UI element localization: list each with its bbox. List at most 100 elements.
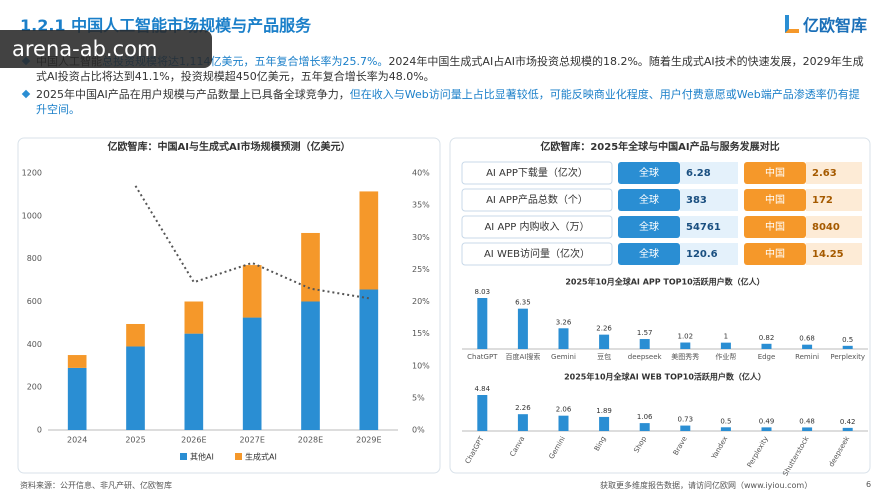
page-number: 6 bbox=[866, 480, 872, 489]
bar bbox=[842, 427, 853, 431]
global-value-box bbox=[680, 189, 738, 211]
x-tick-label: 2029E bbox=[356, 436, 381, 445]
global-value-box bbox=[680, 162, 738, 184]
y2-tick-label: 30% bbox=[412, 233, 430, 242]
y2-tick-label: 15% bbox=[412, 329, 430, 338]
global-value-box bbox=[680, 216, 738, 238]
y2-tick-label: 20% bbox=[412, 297, 430, 306]
global-value: 383 bbox=[686, 195, 707, 206]
x-tick-label: Gemini bbox=[548, 435, 567, 461]
row-label: AI WEB访问量（亿次） bbox=[484, 247, 590, 260]
chart-title: 2025年10月全球AI APP TOP10活跃用户数（亿人） bbox=[565, 277, 764, 287]
bar bbox=[599, 416, 610, 431]
panel bbox=[17, 137, 441, 474]
bar bbox=[842, 345, 853, 349]
value-label: 3.26 bbox=[556, 318, 572, 326]
bar bbox=[639, 339, 650, 349]
x-tick-label: 2026E bbox=[181, 436, 206, 445]
china-value-box bbox=[806, 189, 862, 211]
bar bbox=[558, 328, 569, 349]
x-tick-label: 豆包 bbox=[597, 352, 611, 361]
x-tick-label: Brave bbox=[672, 435, 689, 457]
global-value: 6.28 bbox=[686, 168, 711, 179]
row-label-box bbox=[461, 161, 613, 185]
china-value: 14.25 bbox=[812, 249, 844, 260]
china-tag bbox=[744, 162, 806, 184]
bar bbox=[477, 395, 488, 431]
x-tick-label: 2027E bbox=[239, 436, 264, 445]
x-tick-label: Edge bbox=[758, 353, 776, 361]
logo: 亿欧智库 bbox=[784, 12, 867, 36]
x-tick-label: Yandex bbox=[710, 435, 730, 461]
value-label: 0.82 bbox=[759, 334, 775, 342]
x-tick-label: Bing bbox=[593, 435, 608, 453]
value-label: 1.02 bbox=[678, 333, 694, 341]
y2-tick-label: 35% bbox=[412, 201, 430, 210]
x-tick-label: deepseek bbox=[827, 434, 851, 468]
y-tick-label: 800 bbox=[27, 254, 42, 263]
bar bbox=[126, 346, 145, 430]
value-label: 0.68 bbox=[799, 335, 815, 343]
global-value: 120.6 bbox=[686, 249, 718, 260]
value-label: 8.03 bbox=[475, 288, 491, 296]
bullet-text: 2024年中国生成式AI占AI市场投资总规模的18.2%。随着生成式AI技术的快… bbox=[36, 55, 864, 83]
china-tag-label: 中国 bbox=[765, 220, 785, 233]
logo-text: 亿欧智库 bbox=[802, 16, 867, 35]
panel bbox=[449, 137, 871, 474]
y-tick-label: 400 bbox=[27, 340, 42, 349]
value-label: 0.48 bbox=[799, 417, 815, 425]
bar bbox=[761, 343, 772, 349]
x-tick-label: Perplexity bbox=[746, 435, 770, 469]
logo-icon bbox=[784, 15, 799, 33]
bar bbox=[802, 344, 813, 349]
y2-tick-label: 10% bbox=[412, 361, 430, 370]
bar bbox=[477, 298, 488, 349]
x-tick-label: 百度AI搜索 bbox=[505, 352, 540, 361]
x-tick-label: Gemini bbox=[551, 353, 576, 361]
value-label: 2.26 bbox=[596, 325, 612, 333]
y-tick-label: 600 bbox=[27, 297, 42, 306]
x-tick-label: deepseek bbox=[628, 353, 663, 361]
bar bbox=[301, 232, 320, 302]
bar bbox=[639, 423, 650, 431]
x-tick-label: Shop bbox=[632, 435, 648, 455]
bar bbox=[359, 289, 379, 430]
value-label: 2.06 bbox=[556, 406, 572, 414]
china-tag bbox=[744, 216, 806, 238]
value-label: 1.06 bbox=[637, 413, 653, 421]
row-label: AI APP 内购收入（万） bbox=[484, 220, 589, 233]
global-tag bbox=[618, 162, 680, 184]
legend-label: 其他AI bbox=[190, 452, 214, 462]
row-label: AI APP下载量（亿次） bbox=[486, 166, 588, 179]
china-tag-label: 中国 bbox=[765, 247, 785, 260]
value-label: 0.42 bbox=[840, 418, 856, 426]
bar bbox=[802, 427, 813, 431]
china-tag-label: 中国 bbox=[765, 166, 785, 179]
row-label: AI APP产品总数（个） bbox=[486, 193, 588, 206]
charts: 亿欧智库：中国AI与生成式AI市场规模预测（亿美元） 0 200 400 600 800 1… bbox=[17, 137, 871, 478]
value-label: 1.57 bbox=[637, 329, 653, 337]
bullet-text: 2025年中国AI产品在用户规模与产品数量上已具备全球竞争力， bbox=[36, 88, 350, 101]
x-tick-label: 2028E bbox=[298, 436, 323, 445]
value-label: 0.73 bbox=[678, 416, 694, 424]
bar bbox=[720, 427, 731, 431]
bar bbox=[680, 342, 691, 349]
bar bbox=[761, 427, 772, 431]
china-value: 172 bbox=[812, 195, 833, 206]
x-tick-label: ChatGPT bbox=[467, 353, 498, 361]
row-label-box bbox=[461, 215, 613, 239]
china-value-box bbox=[806, 162, 862, 184]
value-label: 1.89 bbox=[596, 407, 612, 415]
chart-title: 2025年10月全球AI WEB TOP10活跃用户数（亿人） bbox=[564, 372, 766, 382]
x-tick-label: Perplexity bbox=[830, 353, 865, 361]
global-tag bbox=[618, 243, 680, 265]
global-tag-label: 全球 bbox=[639, 220, 659, 233]
x-tick-label: 2025 bbox=[125, 436, 145, 445]
china-value: 2.63 bbox=[812, 168, 837, 179]
bar bbox=[680, 425, 691, 431]
bar bbox=[67, 355, 87, 368]
value-label: 4.84 bbox=[475, 385, 491, 393]
x-tick-label: Shutterstock bbox=[781, 434, 811, 477]
global-tag bbox=[618, 189, 680, 211]
